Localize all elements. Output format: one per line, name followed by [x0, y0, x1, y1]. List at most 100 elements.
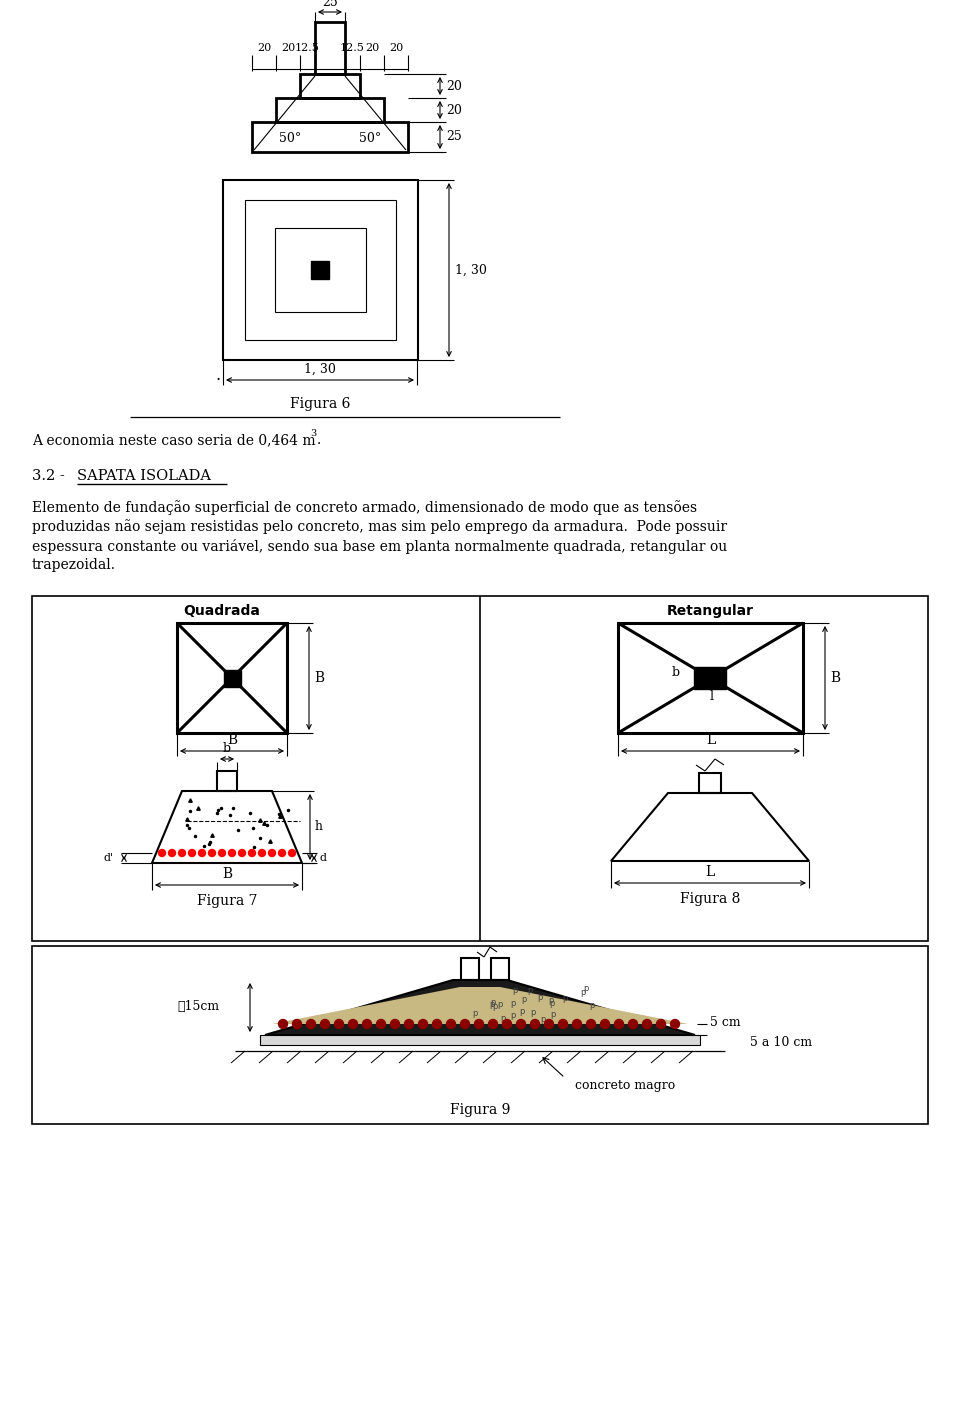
Text: 20: 20 — [446, 80, 462, 93]
Text: p: p — [489, 1000, 494, 1008]
Bar — [461, 958, 479, 980]
Text: p: p — [530, 1008, 536, 1017]
Text: 20: 20 — [446, 104, 462, 117]
Text: 50°: 50° — [278, 131, 301, 144]
Bar — [32, 597, 928, 941]
Circle shape — [334, 1020, 344, 1028]
Text: 50°: 50° — [359, 131, 381, 144]
Bar — [315, 21, 345, 74]
Circle shape — [657, 1020, 665, 1028]
Circle shape — [306, 1020, 316, 1028]
Text: Quadrada: Quadrada — [183, 604, 260, 618]
Circle shape — [376, 1020, 386, 1028]
Circle shape — [348, 1020, 357, 1028]
Text: p: p — [519, 1007, 525, 1017]
Text: ·: · — [215, 372, 221, 389]
Text: Retangular: Retangular — [666, 604, 754, 618]
Text: B: B — [830, 671, 840, 685]
Circle shape — [289, 850, 296, 856]
Circle shape — [258, 850, 266, 856]
Text: p: p — [548, 995, 553, 1005]
Text: Figura 7: Figura 7 — [197, 894, 257, 909]
Text: p: p — [511, 1000, 516, 1008]
Text: 20: 20 — [257, 43, 271, 53]
Bar — [275, 228, 366, 312]
Text: p: p — [551, 1010, 556, 1020]
Text: p: p — [527, 985, 533, 995]
Text: Elemento de fundação superficial de concreto armado, dimensionado de modo que as: Elemento de fundação superficial de conc… — [32, 501, 697, 515]
Circle shape — [419, 1020, 427, 1028]
Text: 12.5: 12.5 — [340, 43, 365, 53]
Text: p: p — [581, 988, 586, 997]
Bar — [694, 666, 726, 689]
Circle shape — [474, 1020, 484, 1028]
Circle shape — [516, 1020, 525, 1028]
Circle shape — [188, 850, 196, 856]
Text: 1, 30: 1, 30 — [304, 363, 336, 376]
Circle shape — [249, 850, 255, 856]
Bar — [618, 624, 803, 733]
Bar — [300, 74, 360, 98]
Text: L: L — [706, 733, 715, 748]
Polygon shape — [265, 980, 695, 1035]
Text: 1, 30: 1, 30 — [455, 263, 487, 276]
Text: B: B — [227, 733, 237, 748]
Circle shape — [219, 850, 226, 856]
Text: 25: 25 — [446, 131, 462, 144]
Text: h: h — [315, 820, 323, 833]
Bar — [276, 98, 384, 122]
Text: trapezoidal.: trapezoidal. — [32, 558, 116, 572]
Circle shape — [433, 1020, 442, 1028]
Circle shape — [587, 1020, 595, 1028]
Text: p: p — [500, 1014, 505, 1022]
Text: 12.5: 12.5 — [295, 43, 320, 53]
Text: b: b — [223, 742, 231, 756]
Text: p: p — [589, 1001, 595, 1010]
Text: p: p — [472, 1010, 478, 1018]
Text: p: p — [537, 993, 542, 1001]
Text: p: p — [540, 1015, 545, 1024]
Circle shape — [559, 1020, 567, 1028]
Text: 20: 20 — [365, 43, 379, 53]
Text: Figura 9: Figura 9 — [450, 1104, 510, 1116]
Text: SAPATA ISOLADA: SAPATA ISOLADA — [77, 468, 211, 483]
Circle shape — [531, 1020, 540, 1028]
Circle shape — [601, 1020, 610, 1028]
Bar — [245, 199, 396, 340]
Bar — [252, 122, 408, 152]
Text: b: b — [672, 665, 680, 678]
Circle shape — [278, 850, 285, 856]
Circle shape — [158, 850, 165, 856]
Circle shape — [269, 850, 276, 856]
Text: 3: 3 — [310, 429, 316, 437]
Circle shape — [199, 850, 205, 856]
Text: B: B — [222, 867, 232, 881]
Circle shape — [169, 850, 176, 856]
Bar — [177, 624, 287, 733]
Text: p: p — [584, 984, 588, 994]
Bar — [223, 179, 418, 360]
Text: d': d' — [104, 853, 114, 863]
Circle shape — [404, 1020, 414, 1028]
Text: ≧15cm: ≧15cm — [178, 1001, 220, 1014]
Circle shape — [629, 1020, 637, 1028]
Text: A economia neste caso seria de 0,464 m: A economia neste caso seria de 0,464 m — [32, 433, 316, 447]
Circle shape — [293, 1020, 301, 1028]
Text: p: p — [521, 995, 526, 1004]
Text: Figura 8: Figura 8 — [680, 891, 740, 906]
Bar — [217, 770, 237, 790]
Text: L: L — [706, 864, 714, 879]
Circle shape — [614, 1020, 623, 1028]
Text: B: B — [314, 671, 324, 685]
Text: p: p — [497, 1000, 503, 1010]
Text: p: p — [512, 985, 517, 995]
Circle shape — [572, 1020, 582, 1028]
Polygon shape — [260, 1035, 700, 1045]
Circle shape — [670, 1020, 680, 1028]
Text: produzidas não sejam resistidas pelo concreto, mas sim pelo emprego da armadura.: produzidas não sejam resistidas pelo con… — [32, 520, 727, 534]
Text: espessura constante ou variável, sendo sua base em planta normalmente quadrada, : espessura constante ou variável, sendo s… — [32, 538, 728, 554]
Circle shape — [446, 1020, 455, 1028]
Text: p: p — [490, 998, 495, 1007]
Polygon shape — [272, 987, 688, 1024]
Text: l: l — [710, 691, 714, 703]
